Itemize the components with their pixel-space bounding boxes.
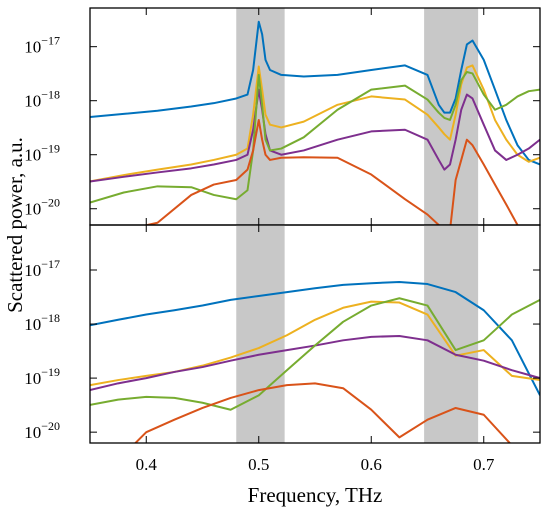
y-tick-base: 10 xyxy=(24,315,41,334)
x-tick-label: 0.6 xyxy=(361,455,382,474)
y-tick-label: 10−18 xyxy=(24,88,60,111)
plot-frame xyxy=(89,224,541,444)
x-tick-label: 0.4 xyxy=(136,455,158,474)
y-tick-base: 10 xyxy=(24,369,41,388)
y-tick-base: 10 xyxy=(24,261,41,280)
shaded-band xyxy=(424,225,479,443)
y-tick-label: 10−20 xyxy=(24,419,60,442)
series-line xyxy=(90,280,540,396)
series-line xyxy=(90,20,540,166)
y-tick-label: 10−17 xyxy=(24,257,60,280)
y-tick-label: 10−17 xyxy=(24,34,60,57)
y-tick-base: 10 xyxy=(24,38,41,57)
shaded-band xyxy=(236,225,285,443)
y-tick-exponent: −19 xyxy=(41,142,60,156)
y-axis-label: Scattered power, a.u. xyxy=(3,137,27,313)
y-tick-base: 10 xyxy=(24,200,41,219)
y-tick-exponent: −17 xyxy=(41,34,60,48)
x-tick-label: 0.5 xyxy=(248,455,269,474)
series-line xyxy=(142,118,519,225)
series-line xyxy=(90,88,540,183)
series-line xyxy=(90,70,540,204)
y-tick-exponent: −17 xyxy=(41,257,60,271)
y-tick-exponent: −18 xyxy=(41,311,60,325)
y-tick-base: 10 xyxy=(24,423,41,442)
y-tick-label: 10−19 xyxy=(24,365,60,388)
series-line xyxy=(90,297,540,411)
x-tick-label: 0.7 xyxy=(473,455,495,474)
shaded-band xyxy=(236,8,285,225)
y-tick-base: 10 xyxy=(24,146,41,165)
y-tick-exponent: −19 xyxy=(41,365,60,379)
y-tick-base: 10 xyxy=(24,92,41,111)
y-tick-exponent: −20 xyxy=(41,419,60,433)
x-axis-label: Frequency, THz xyxy=(248,483,383,507)
y-tick-label: 10−20 xyxy=(24,196,60,219)
y-tick-label: 10−18 xyxy=(24,311,60,334)
y-tick-exponent: −18 xyxy=(41,88,60,102)
y-tick-exponent: −20 xyxy=(41,196,60,210)
series-line xyxy=(90,64,540,183)
y-tick-label: 10−19 xyxy=(24,142,60,165)
series-line xyxy=(134,382,512,443)
plot-area xyxy=(90,8,540,225)
plot-area xyxy=(90,225,540,443)
